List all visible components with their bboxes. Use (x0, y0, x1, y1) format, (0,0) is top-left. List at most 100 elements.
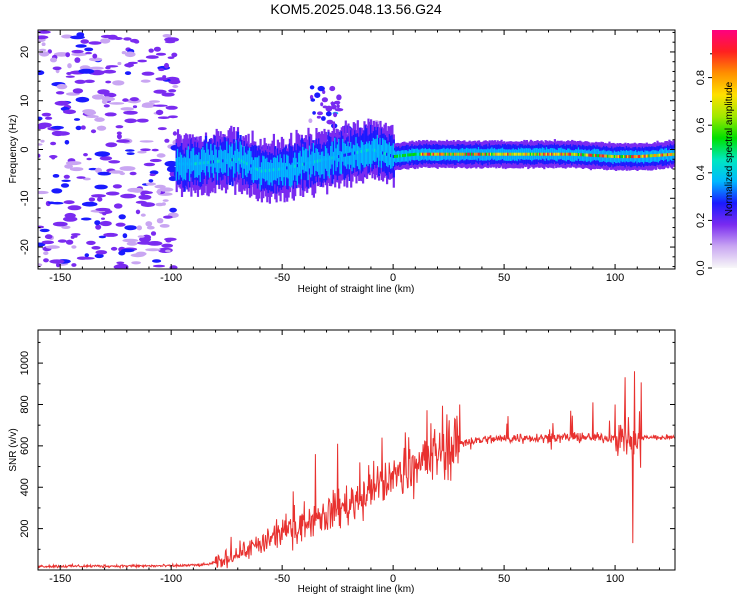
ridge-core (601, 154, 604, 158)
ridge-band (407, 151, 410, 163)
ridge-core (268, 168, 271, 172)
ridge-core (569, 152, 572, 156)
noise-blob (158, 68, 165, 72)
ridge-band (286, 154, 289, 178)
ridge-core (439, 152, 442, 156)
upper-blob (316, 115, 321, 119)
ridge-core (443, 152, 446, 156)
ridge-core (400, 154, 403, 158)
ridge-band (379, 137, 382, 161)
noise-blob (67, 205, 82, 211)
ridge-core (667, 153, 670, 157)
ridge-band (175, 158, 178, 181)
ridge-band (340, 151, 343, 175)
ridge-core (346, 153, 349, 157)
ridge-core (532, 152, 535, 156)
ridge-band (296, 162, 299, 186)
noise-blob (80, 39, 89, 44)
ridge-core (623, 155, 626, 159)
ridge-core (556, 152, 559, 156)
ridge-band (376, 134, 379, 158)
ridge-core (636, 155, 639, 159)
noise-blob (67, 63, 72, 69)
ridge-core (457, 152, 461, 156)
ridge-core (270, 168, 273, 172)
noise-blob (105, 80, 112, 84)
noise-blob (141, 71, 155, 76)
noise-blob (162, 199, 169, 202)
ridge-core (354, 151, 357, 155)
ridge-band (208, 154, 212, 178)
noise-blob (97, 89, 110, 95)
ridge-core (467, 152, 470, 156)
noise-blob (94, 117, 105, 122)
ridge-core (374, 148, 377, 152)
ridge-core (665, 153, 668, 157)
noise-blob (38, 190, 49, 195)
noise-blob (49, 259, 65, 264)
upper-blob (317, 111, 323, 116)
upper-blob (336, 104, 340, 109)
noise-blob (66, 72, 72, 75)
noise-blob (116, 133, 122, 140)
ridge-core (231, 158, 234, 162)
ridge-core (420, 152, 423, 156)
noise-blob (149, 100, 160, 103)
noise-blob (122, 238, 139, 243)
ridge-core (326, 157, 329, 161)
ridge-core (493, 152, 497, 156)
ridge-core (282, 167, 285, 171)
ridge-band (359, 147, 362, 171)
ridge-core (435, 152, 438, 156)
ridge-band (339, 150, 342, 174)
ridge-core (338, 155, 341, 158)
ridge-core (434, 152, 437, 156)
snr-axes: -150 -100 -50 0 50 100 200 400 600 800 1000 (19, 330, 675, 585)
ridge-core (240, 159, 244, 163)
ridge-band (212, 155, 216, 178)
ridge-core (234, 157, 237, 161)
ridge-core (656, 153, 659, 157)
noise-blob (137, 241, 153, 245)
ridge-core (251, 165, 254, 169)
ridge-core (238, 157, 241, 161)
ridge-core (505, 152, 509, 156)
ridge-core (294, 164, 297, 168)
noise-blob (102, 69, 117, 74)
ridge-core (332, 156, 335, 160)
noise-blob (82, 177, 91, 181)
ridge-band (370, 124, 373, 163)
ridge-band (292, 157, 295, 181)
noise-blob (38, 263, 43, 267)
ridge-core (339, 154, 342, 158)
ridge-core (423, 152, 426, 156)
ridge-core (571, 152, 574, 156)
colorbar-label: Normalized spectral amplitude (724, 81, 735, 216)
ridge-core (497, 152, 501, 156)
ridge-band (200, 149, 204, 173)
noise-blob (90, 129, 97, 134)
ridge-band (203, 149, 206, 173)
noise-blob (124, 225, 137, 231)
ridge-core (616, 155, 619, 159)
ridge-core (298, 163, 301, 167)
ridge-core (296, 164, 299, 168)
ridge-core (453, 152, 457, 156)
ridge-core (307, 161, 310, 165)
y-tick-label: 1000 (19, 351, 31, 375)
ridge-band (327, 153, 330, 177)
noise-blob (56, 262, 61, 268)
noise-blob (91, 94, 105, 100)
ridge-core (487, 152, 490, 156)
y-tick-label: 0 (19, 146, 31, 152)
ridge-core (657, 153, 660, 157)
ridge-core (402, 154, 405, 158)
ridge-band (295, 158, 298, 181)
noise-blob (101, 217, 105, 220)
ridge-core (559, 152, 562, 156)
noise-blob (121, 248, 135, 253)
ridge-band (279, 154, 282, 177)
noise-blob (136, 118, 149, 123)
noise-blob (85, 51, 92, 55)
noise-blob (61, 179, 71, 182)
